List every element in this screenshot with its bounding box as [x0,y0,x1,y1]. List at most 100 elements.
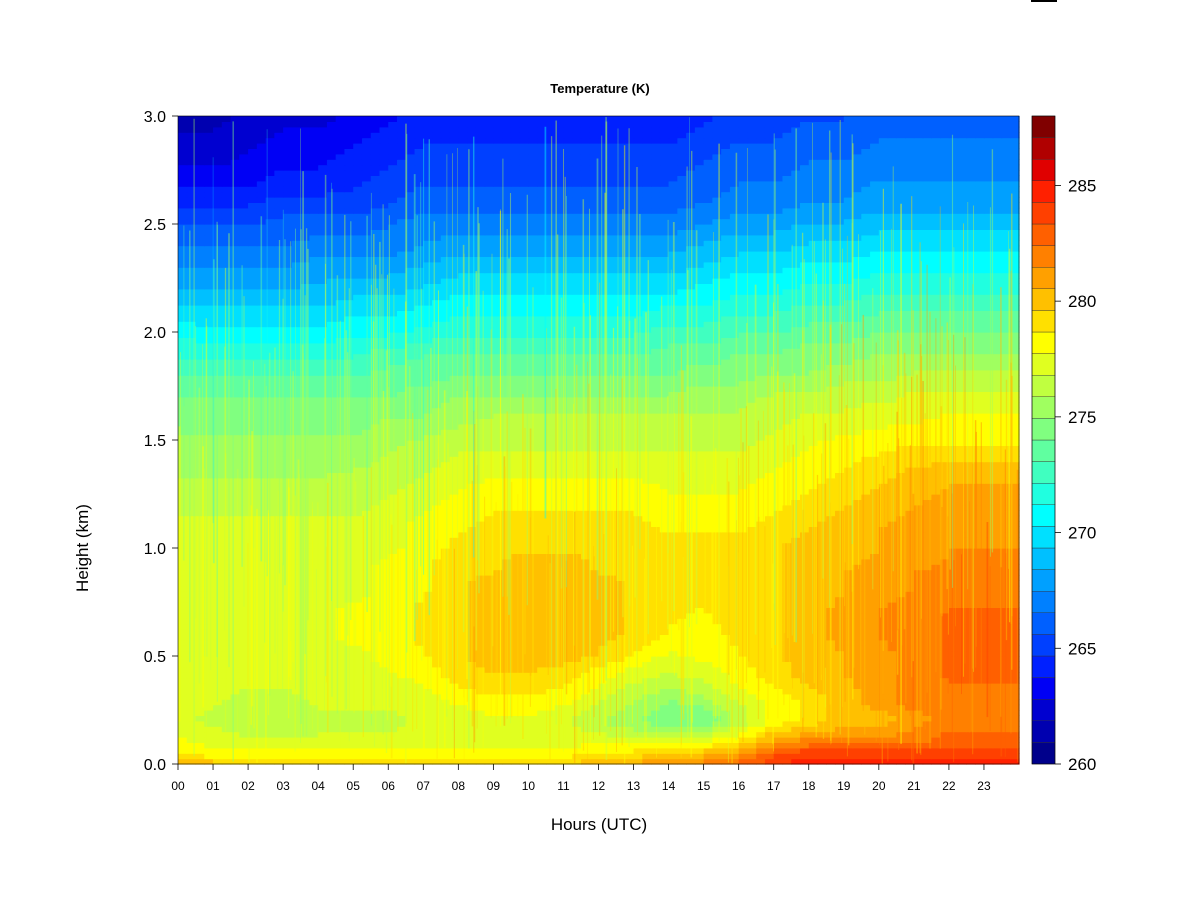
heatmap-cell [870,715,880,722]
heatmap-cell [510,666,521,673]
heatmap-cell [467,710,477,716]
heatmap-cell [318,645,328,652]
heatmap-cell [186,699,197,706]
heatmap-cell [414,564,424,571]
heatmap-cell [948,693,959,700]
heatmap-cell [957,629,968,635]
heatmap-cell [283,650,293,657]
heatmap-cell [747,731,757,738]
heatmap-cell [659,688,670,695]
heatmap-cell [467,656,477,662]
heatmap-cell [493,548,503,554]
heatmap-cell [729,715,740,722]
heatmap-cell [843,710,854,716]
heatmap-cell [957,710,968,716]
heatmap-cell [940,666,950,673]
heatmap-cell [651,580,661,587]
heatmap-cell [607,645,617,652]
heatmap-cell [484,715,494,722]
heatmap-cell [799,645,810,652]
heatmap-cell [519,688,530,695]
heatmap-cell [721,683,731,689]
heatmap-cell [668,715,678,722]
heatmap-cell [764,677,775,684]
heatmap-cell [195,715,205,722]
heatmap-cell [230,731,240,738]
heatmap-cell [554,645,565,652]
heatmap-cell [747,710,757,716]
heatmap-cell [607,602,617,608]
heatmap-cell [712,650,722,657]
heatmap-cell [1001,726,1011,733]
heatmap-cell [852,742,862,749]
heatmap-cell [659,666,670,673]
heatmap-cell [764,537,775,544]
heatmap-cell [432,645,442,652]
heatmap-cell [274,704,284,711]
heatmap-cell [861,650,871,657]
heatmap-cell [905,683,915,689]
heatmap-cell [283,720,293,727]
heatmap-cell [870,683,880,689]
heatmap-cell [983,564,994,571]
heatmap-cell [773,747,784,754]
heatmap-cell [221,753,232,760]
heatmap-cell [913,737,924,743]
heatmap-cell [519,758,530,765]
heatmap-cell [388,753,398,760]
heatmap-cell [379,677,389,684]
heatmap-cell [186,753,197,760]
heatmap-cell [213,656,223,662]
heatmap-cell [905,726,915,733]
heatmap-cell [633,683,643,689]
heatmap-cell [887,710,897,716]
heatmap-cell [361,672,372,679]
heatmap-cell [957,499,968,506]
heatmap-cell [510,677,521,684]
heatmap-cell [405,758,416,765]
heatmap-cell [519,629,530,635]
heatmap-cell [659,672,670,679]
heatmap-cell [537,629,547,635]
heatmap-cell [283,661,293,668]
heatmap-cell [414,494,424,500]
heatmap-cell [624,699,635,706]
heatmap-cell [668,726,678,733]
heatmap-cell [265,747,275,754]
heatmap-cell [195,704,205,711]
heatmap-cell [905,704,915,711]
heatmap-cell [966,758,976,765]
heatmap-cell [791,688,801,695]
heatmap-cell [414,634,424,641]
heatmap-cell [677,656,687,662]
heatmap-cell [983,704,994,711]
heatmap-cell [186,650,197,657]
heatmap-cell [221,656,232,662]
heatmap-cell [239,656,249,662]
heatmap-cell [922,645,932,652]
heatmap-cell [607,510,617,517]
heatmap-cell [721,650,731,657]
heatmap-cell [729,483,740,490]
heatmap-cell [870,585,880,592]
heatmap-cell [957,666,968,673]
heatmap-cell [449,737,459,743]
heatmap-cell [213,672,223,679]
heatmap-cell [598,699,608,706]
heatmap-cell [563,688,573,695]
heatmap-cell [353,693,363,700]
heatmap-cell [458,731,468,738]
heatmap-cell [502,645,512,652]
heatmap-cell [432,726,442,733]
heatmap-cell [440,688,451,695]
heatmap-cell [572,742,582,749]
heatmap-cell [651,726,661,733]
heatmap-cell [870,521,880,527]
heatmap-cell [230,629,240,635]
heatmap-cell [738,753,749,760]
heatmap-cell [957,656,968,662]
heatmap-cell [221,710,232,716]
heatmap-cell [799,731,810,738]
heatmap-cell [563,683,573,689]
